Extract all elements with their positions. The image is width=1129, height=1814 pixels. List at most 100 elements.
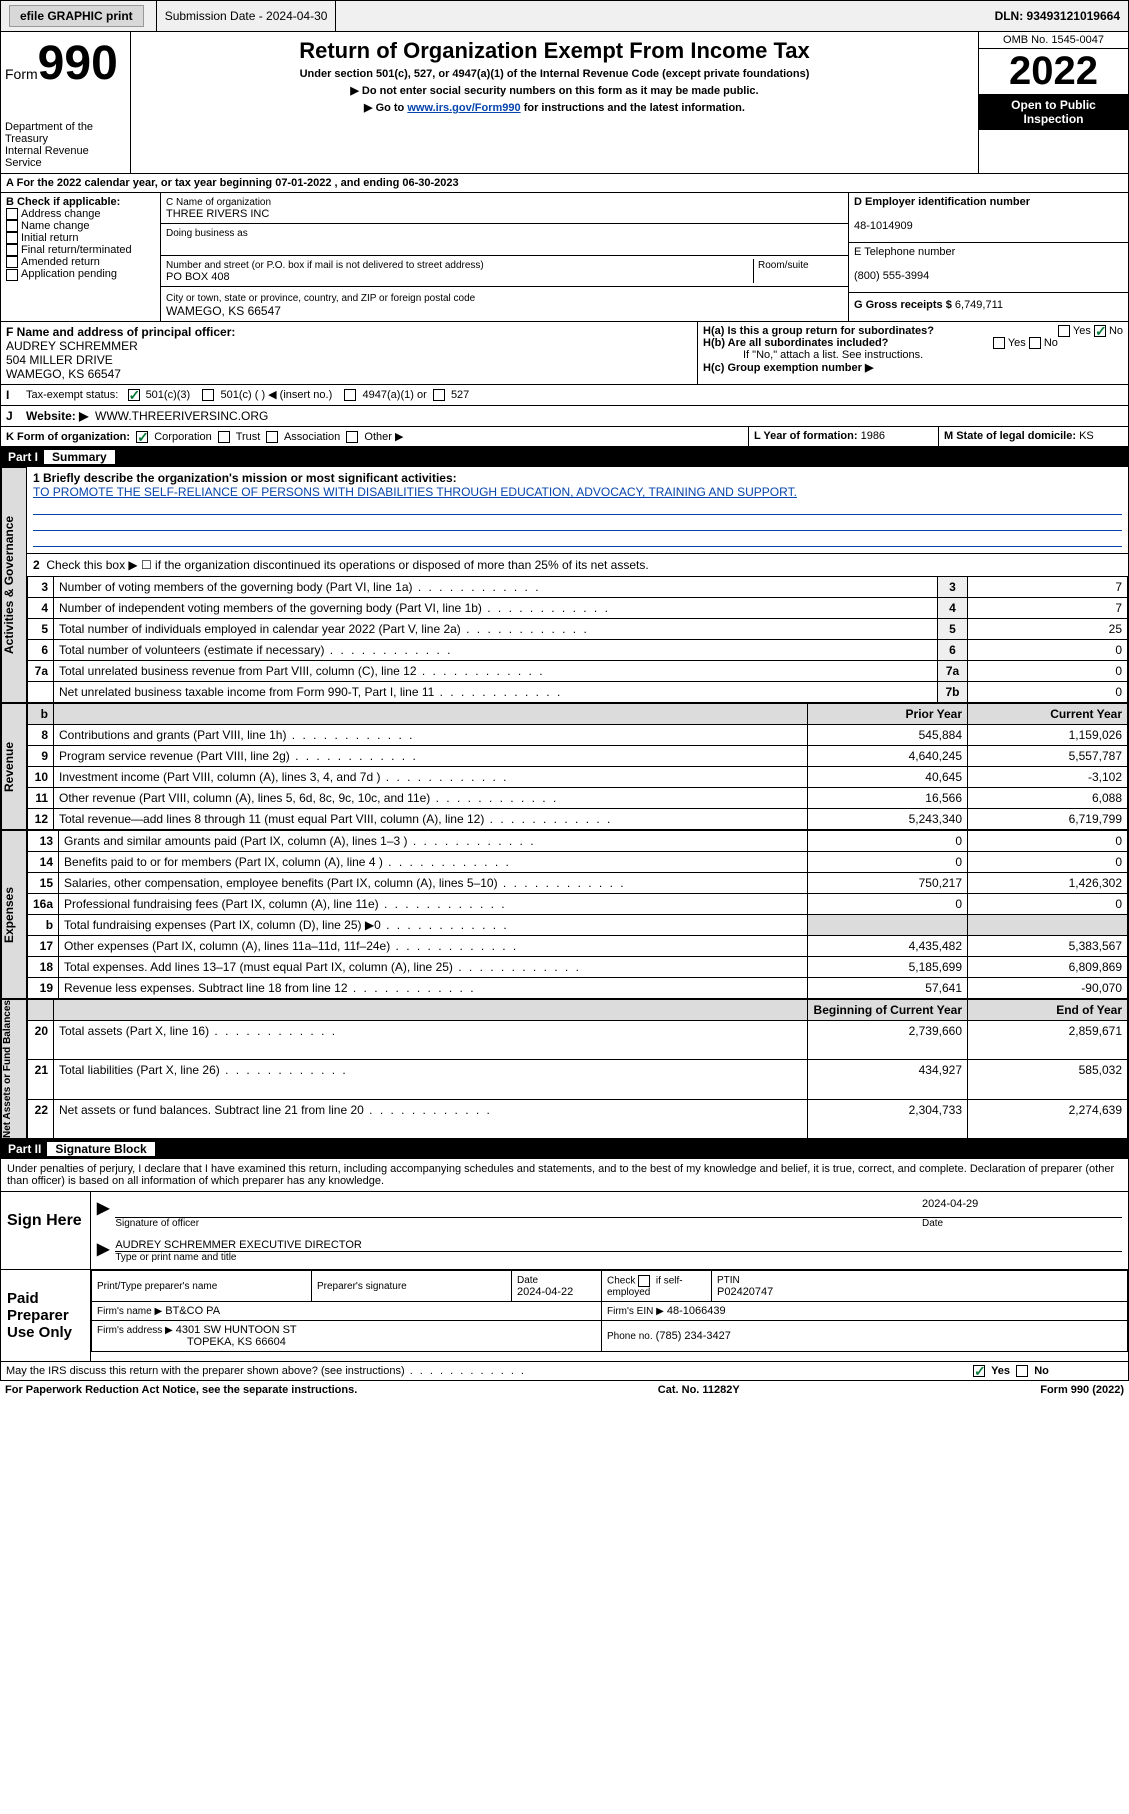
part2-num: Part II xyxy=(8,1142,41,1156)
part1-num: Part I xyxy=(8,450,38,464)
footer-right: Form 990 (2022) xyxy=(1040,1384,1124,1396)
efile-label: efile GRAPHIC print xyxy=(1,1,157,31)
omb-number: OMB No. 1545-0047 xyxy=(979,32,1128,49)
ck-other[interactable] xyxy=(346,431,358,443)
period-text: For the 2022 calendar year, or tax year … xyxy=(17,177,459,189)
part1-header: Part I Summary xyxy=(0,447,1129,467)
page-footer: For Paperwork Reduction Act Notice, see … xyxy=(0,1381,1129,1399)
side-rev: Revenue xyxy=(1,703,27,830)
hdr-eoy: End of Year xyxy=(968,1000,1128,1021)
firm-name-label: Firm's name ▶ xyxy=(97,1306,162,1317)
ck-501c3[interactable] xyxy=(128,389,140,401)
hb-no[interactable] xyxy=(1029,337,1041,349)
box-deg: D Employer identification number48-10149… xyxy=(848,193,1128,321)
table-row: 3Number of voting members of the governi… xyxy=(28,577,1128,598)
prep-name-label: Print/Type preparer's name xyxy=(97,1281,217,1292)
tax-year: 2022 xyxy=(979,49,1128,94)
prep-sig-label: Preparer's signature xyxy=(317,1281,407,1292)
ag-section: Activities & Governance 1 Briefly descri… xyxy=(0,467,1129,703)
ck-trust[interactable] xyxy=(218,431,230,443)
table-row: 12Total revenue—add lines 8 through 11 (… xyxy=(28,809,1128,830)
sign-date: 2024-04-29 xyxy=(922,1198,1122,1217)
date-label: Date xyxy=(922,1218,1122,1229)
hc-label: H(c) Group exemption number ▶ xyxy=(703,362,873,374)
table-row: 16aProfessional fundraising fees (Part I… xyxy=(28,894,1128,915)
ptin-value: P02420747 xyxy=(717,1286,773,1298)
sub3-post: for instructions and the latest informat… xyxy=(521,102,745,114)
form-number: 990 xyxy=(38,37,118,90)
table-row: 19Revenue less expenses. Subtract line 1… xyxy=(28,978,1128,999)
org-city: WAMEGO, KS 66547 xyxy=(166,304,281,318)
table-row: 10Investment income (Part VIII, column (… xyxy=(28,767,1128,788)
part2-title: Signature Block xyxy=(47,1142,154,1156)
top-toolbar: efile GRAPHIC print Submission Date - 20… xyxy=(0,0,1129,32)
room-label: Room/suite xyxy=(758,260,809,271)
dept-label: Department of the Treasury xyxy=(5,121,126,145)
open-to-public: Open to Public Inspection xyxy=(979,94,1128,130)
table-row: 17Other expenses (Part IX, column (A), l… xyxy=(28,936,1128,957)
ck-final[interactable]: Final return/terminated xyxy=(6,244,155,256)
line2-text: Check this box ▶ ☐ if the organization d… xyxy=(46,558,648,572)
ck-4947[interactable] xyxy=(344,389,356,401)
tax-status-row: I Tax-exempt status: 501(c)(3) 501(c) ( … xyxy=(0,385,1129,406)
na-table: Beginning of Current YearEnd of Year 20T… xyxy=(27,999,1128,1139)
hdr-prior: Prior Year xyxy=(808,704,968,725)
k-label: K Form of organization: xyxy=(6,431,130,443)
gross-value: 6,749,711 xyxy=(955,299,1003,311)
exp-section: Expenses 13Grants and similar amounts pa… xyxy=(0,830,1129,999)
firm-ein-label: Firm's EIN ▶ xyxy=(607,1306,664,1317)
table-row: bTotal fundraising expenses (Part IX, co… xyxy=(28,915,1128,936)
form-subtitle-3: ▶ Go to www.irs.gov/Form990 for instruct… xyxy=(137,101,972,114)
i-letter: I xyxy=(1,385,21,405)
form-subtitle-1: Under section 501(c), 527, or 4947(a)(1)… xyxy=(137,68,972,80)
rev-table: bPrior YearCurrent Year 8Contributions a… xyxy=(27,703,1128,830)
box-b-label: B Check if applicable: xyxy=(6,196,155,208)
officer-group-block: F Name and address of principal officer:… xyxy=(0,322,1129,385)
irs-link[interactable]: www.irs.gov/Form990 xyxy=(407,102,520,114)
hb-note: If "No," attach a list. See instructions… xyxy=(703,349,1123,361)
form-id-block: Form990 Department of the Treasury Inter… xyxy=(1,32,131,173)
prep-phone: (785) 234-3427 xyxy=(656,1330,731,1342)
f-label: F Name and address of principal officer: xyxy=(6,325,235,339)
org-name: THREE RIVERS INC xyxy=(166,208,269,220)
state-domicile: KS xyxy=(1079,430,1094,442)
ck-addr-change[interactable]: Address change xyxy=(6,208,155,220)
ck-527[interactable] xyxy=(433,389,445,401)
ptin-label: PTIN xyxy=(717,1275,740,1286)
table-row: 6Total number of volunteers (estimate if… xyxy=(28,640,1128,661)
phone-label: E Telephone number xyxy=(854,246,955,258)
discuss-no[interactable] xyxy=(1016,1365,1028,1377)
ck-amended[interactable]: Amended return xyxy=(6,256,155,268)
ck-app-pending[interactable]: Application pending xyxy=(6,268,155,280)
ck-501c[interactable] xyxy=(202,389,214,401)
sig-of-officer-label: Signature of officer xyxy=(115,1218,922,1229)
officer-addr1: 504 MILLER DRIVE xyxy=(6,353,113,367)
exp-table: 13Grants and similar amounts paid (Part … xyxy=(27,830,1128,999)
discuss-yes[interactable] xyxy=(973,1365,985,1377)
firm-addr-label: Firm's address ▶ xyxy=(97,1325,173,1336)
i-label: Tax-exempt status: xyxy=(26,389,118,401)
sub3-pre: ▶ Go to xyxy=(364,102,407,114)
ck-corp[interactable] xyxy=(136,431,148,443)
ha-no[interactable] xyxy=(1094,325,1106,337)
sign-here-label: Sign Here xyxy=(1,1192,91,1269)
hb-yes[interactable] xyxy=(993,337,1005,349)
table-row: 7aTotal unrelated business revenue from … xyxy=(28,661,1128,682)
ha-yes[interactable] xyxy=(1058,325,1070,337)
form-title-block: Return of Organization Exempt From Incom… xyxy=(131,32,978,173)
efile-print-button[interactable]: efile GRAPHIC print xyxy=(9,5,144,27)
submission-date: Submission Date - 2024-04-30 xyxy=(157,1,337,31)
side-exp: Expenses xyxy=(1,830,27,999)
ck-assoc[interactable] xyxy=(266,431,278,443)
ck-initial[interactable]: Initial return xyxy=(6,232,155,244)
table-row: 4Number of independent voting members of… xyxy=(28,598,1128,619)
ck-name-change[interactable]: Name change xyxy=(6,220,155,232)
footer-left: For Paperwork Reduction Act Notice, see … xyxy=(5,1384,357,1396)
addr-label: Number and street (or P.O. box if mail i… xyxy=(166,260,484,271)
paid-prep-label: Paid Preparer Use Only xyxy=(1,1270,91,1361)
firm-name: BT&CO PA xyxy=(165,1305,220,1317)
ein-label: D Employer identification number xyxy=(854,196,1030,208)
hb-label: H(b) Are all subordinates included? xyxy=(703,337,888,349)
prep-phone-label: Phone no. xyxy=(607,1331,653,1342)
ck-self-emp[interactable] xyxy=(638,1275,650,1287)
